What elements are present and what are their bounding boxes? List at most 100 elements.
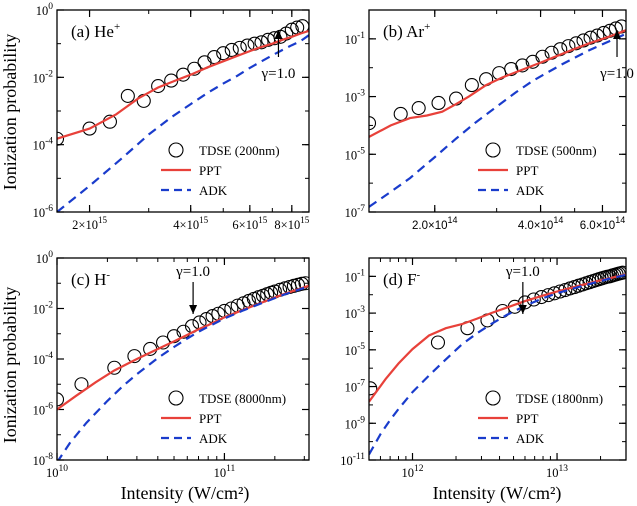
x-tick-label: 4.0×1014 <box>518 215 564 232</box>
plot-frame <box>56 257 310 461</box>
tdse-point <box>369 381 378 396</box>
panel-label: (c) H- <box>71 269 110 289</box>
legend-adk-label: ADK <box>199 431 228 446</box>
legend: TDSE (1800nm) PPT ADK <box>478 390 603 446</box>
x-tick-label: 1011 <box>214 464 236 480</box>
legend-tdse-marker <box>485 390 501 406</box>
y-tick-label: 100 <box>36 2 54 18</box>
plot-area <box>57 19 309 212</box>
x-tick-label: 8×1015 <box>274 215 309 232</box>
y-axis-label-bottom: Ionization probability <box>0 287 20 443</box>
legend-adk-label: ADK <box>199 183 228 198</box>
legend-tdse-marker <box>168 142 184 158</box>
legend-ppt-label: PPT <box>516 411 538 426</box>
x-tick-label: 1010 <box>46 464 68 480</box>
legend-tdse-marker <box>485 142 501 158</box>
y-tick-label: 10-1 <box>345 31 366 47</box>
arrow-head <box>518 305 527 314</box>
x-tick-label: 2.0×1014 <box>412 215 458 232</box>
y-tick-label: 10-7 <box>345 204 366 220</box>
y-tick-label: 10-2 <box>33 301 54 317</box>
panel-label: (d) F- <box>383 269 421 289</box>
legend-ppt-label: PPT <box>199 163 221 178</box>
y-tick-label: 10-4 <box>33 137 54 153</box>
x-tick-label: 6.0×1014 <box>580 215 626 232</box>
panel-b: 10-1 10-3 10-5 10-7 2.0×1014 4.0×1014 6.0×1014… <box>345 9 634 232</box>
tdse-point <box>187 61 202 76</box>
plot-frame <box>368 9 627 213</box>
legend-adk-label: ADK <box>516 431 545 446</box>
tdse-point <box>82 121 97 136</box>
legend-tdse-label: TDSE (200nm) <box>199 143 280 158</box>
y-tick-label: 10-6 <box>33 402 54 418</box>
legend: TDSE (500nm) PPT ADK <box>478 142 597 198</box>
tdse-point <box>207 50 222 65</box>
gamma-annotation: γ=1.0 <box>599 66 634 82</box>
x-tick-label: 1012 <box>402 464 424 480</box>
tdse-point <box>57 392 65 407</box>
tdse-point <box>216 46 231 61</box>
tdse-point <box>431 95 446 111</box>
tdse-point <box>583 30 598 45</box>
y-tick-label: 10-6 <box>33 204 54 220</box>
tdse-point <box>166 329 182 344</box>
tdse-point <box>515 58 530 73</box>
gamma-annotation: γ=1.0 <box>261 66 296 82</box>
plot-frame <box>56 9 310 213</box>
legend: TDSE (8000nm) PPT ADK <box>161 390 286 446</box>
tdse-point <box>615 265 626 280</box>
adk-line <box>57 285 309 460</box>
y-tick-label: 10-5 <box>345 342 366 358</box>
x-tick-label: 1013 <box>546 464 568 480</box>
legend-ppt-label: PPT <box>516 163 538 178</box>
panels-group: 100 10-2 10-4 10-6 2×1015 4×1015 6×1015 8×1015 (… <box>33 2 634 480</box>
tdse-point <box>464 78 479 93</box>
adk-line <box>369 273 626 456</box>
y-tick-label: 10-1 <box>345 268 366 284</box>
panel-label: (b) Ar+ <box>383 21 430 41</box>
y-tick-label: 10-3 <box>345 89 366 105</box>
tdse-point <box>120 88 135 103</box>
legend-tdse-label: TDSE (8000nm) <box>199 391 286 406</box>
arrow-head <box>274 30 283 39</box>
tdse-point <box>504 61 519 77</box>
panel-a: 100 10-2 10-4 10-6 2×1015 4×1015 6×1015 8×1015 (… <box>33 2 310 232</box>
plot-frame <box>368 257 627 461</box>
plot-area <box>369 19 626 208</box>
arrow-head <box>189 305 198 314</box>
tdse-point <box>254 35 269 50</box>
plot-area <box>57 276 309 460</box>
tdse-point <box>569 36 584 51</box>
plot-area <box>369 265 626 456</box>
tdse-point <box>535 49 550 64</box>
gamma-annotation: γ=1.0 <box>505 264 540 280</box>
adk-line <box>369 32 626 208</box>
x-axis-label-left: Intensity (W/cm²) <box>121 483 250 504</box>
y-tick-label: 10-11 <box>340 452 365 468</box>
y-tick-label: 10-8 <box>33 452 54 468</box>
x-tick-label: 6×1015 <box>232 215 267 232</box>
x-tick-label: 2×1015 <box>72 215 107 232</box>
adk-line <box>57 34 309 212</box>
ppt-line <box>369 273 626 403</box>
tdse-point <box>224 42 239 58</box>
ppt-line <box>369 29 626 138</box>
y-tick-label: 10-5 <box>345 146 366 162</box>
tdse-point <box>430 335 446 350</box>
legend-tdse-marker <box>168 390 184 406</box>
y-axis-label-top: Ionization probability <box>0 34 20 190</box>
y-tick-label: 10-4 <box>33 351 54 367</box>
y-tick-label: 10-2 <box>33 69 54 85</box>
tdse-point <box>393 106 408 121</box>
tdse-point <box>151 79 166 94</box>
legend-ppt-label: PPT <box>199 411 221 426</box>
tdse-point <box>57 131 65 146</box>
legend-tdse-label: TDSE (1800nm) <box>516 391 603 406</box>
tdse-point <box>561 39 576 54</box>
panel-d: 10-1 10-3 10-5 10-7 10-9 10-11 1012 1013 (d) F-γ… <box>340 257 627 480</box>
legend-tdse-label: TDSE (500nm) <box>516 143 597 158</box>
tdse-point <box>411 101 426 116</box>
x-tick-label: 4×1015 <box>173 215 208 232</box>
panel-label: (a) He+ <box>71 21 120 41</box>
